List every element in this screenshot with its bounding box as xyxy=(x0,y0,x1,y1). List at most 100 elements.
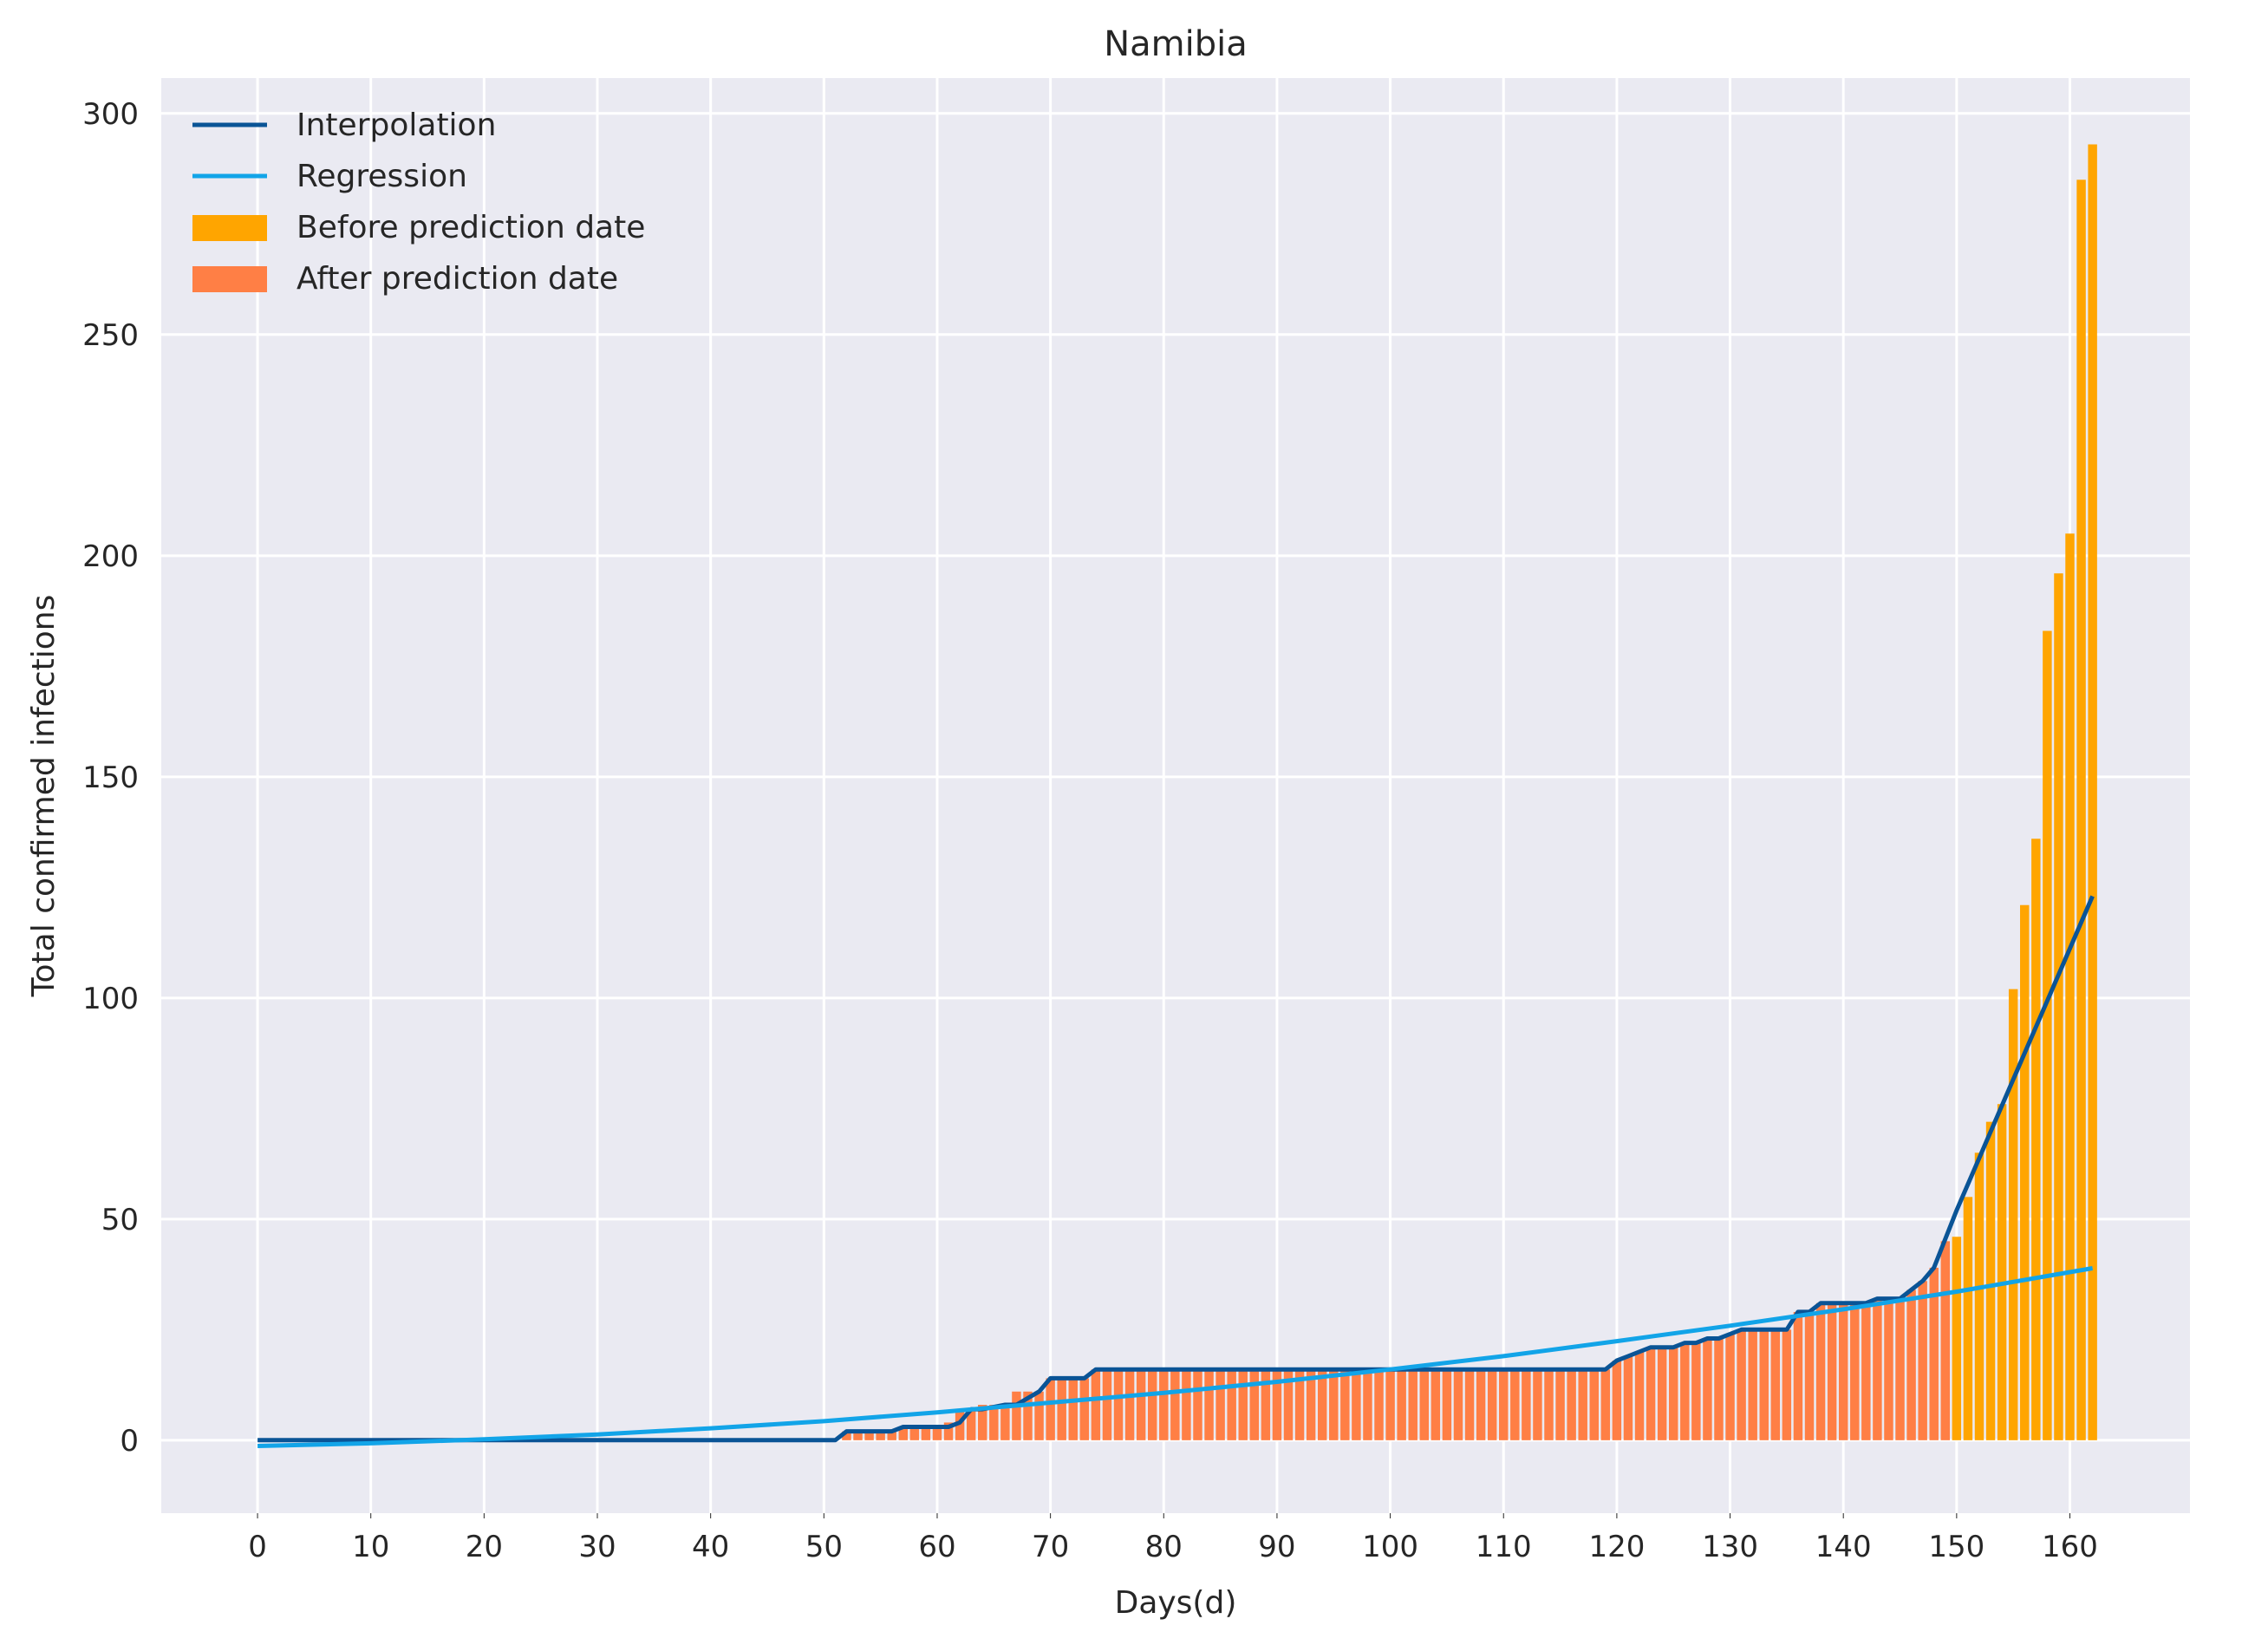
bar-after-prediction-date xyxy=(1057,1378,1066,1440)
bar-after-prediction-date xyxy=(1918,1281,1927,1440)
x-tick-label: 60 xyxy=(918,1530,955,1564)
bar-after-prediction-date xyxy=(1578,1369,1587,1440)
x-tick-label: 90 xyxy=(1258,1530,1295,1564)
x-tick-label: 10 xyxy=(352,1530,389,1564)
chart-title: Namibia xyxy=(1104,24,1248,64)
bar-after-prediction-date xyxy=(864,1431,874,1440)
bar-after-prediction-date xyxy=(898,1426,909,1440)
bar-after-prediction-date xyxy=(1464,1369,1475,1440)
x-tick-label: 30 xyxy=(578,1530,616,1564)
bar-before-prediction-date xyxy=(1974,1152,1984,1440)
x-tick-label: 120 xyxy=(1588,1530,1645,1564)
bar-after-prediction-date xyxy=(1487,1369,1497,1440)
legend-label-regression: Regression xyxy=(297,159,467,194)
bar-after-prediction-date xyxy=(1283,1369,1294,1440)
grid xyxy=(161,78,2190,1513)
bar-before-prediction-date xyxy=(2065,533,2075,1440)
bar-after-prediction-date xyxy=(1782,1329,1792,1440)
bar-before-prediction-date xyxy=(1997,1104,2007,1440)
bar-after-prediction-date xyxy=(943,1422,954,1440)
bar-after-prediction-date xyxy=(1533,1369,1542,1440)
bar-after-prediction-date xyxy=(1227,1369,1236,1440)
line-regression xyxy=(257,1266,2094,1448)
bar-before-prediction-date xyxy=(2054,573,2063,1440)
legend-label-before-prediction-date: Before prediction date xyxy=(297,210,645,245)
bar-after-prediction-date xyxy=(1522,1369,1531,1440)
bar-after-prediction-date xyxy=(1850,1302,1860,1440)
y-tick-label: 150 xyxy=(82,760,139,795)
bar-after-prediction-date xyxy=(1204,1369,1214,1440)
legend-swatch-after-prediction-date xyxy=(192,266,267,292)
bar-after-prediction-date xyxy=(1238,1369,1248,1440)
bar-after-prediction-date xyxy=(1193,1369,1202,1440)
bar-after-prediction-date xyxy=(1895,1298,1905,1440)
bar-after-prediction-date xyxy=(978,1405,987,1440)
x-tick-label: 50 xyxy=(805,1530,843,1564)
bar-after-prediction-date xyxy=(1147,1369,1157,1440)
bar-after-prediction-date xyxy=(1589,1369,1599,1440)
bar-before-prediction-date xyxy=(1985,1121,1996,1440)
bar-after-prediction-date xyxy=(1861,1302,1871,1440)
bar-after-prediction-date xyxy=(853,1431,863,1440)
bar-after-prediction-date xyxy=(1838,1302,1848,1440)
bar-after-prediction-date xyxy=(1940,1241,1951,1440)
y-axis-label: Total confirmed infections xyxy=(26,595,62,998)
bar-after-prediction-date xyxy=(1804,1311,1815,1440)
bar-after-prediction-date xyxy=(1691,1342,1701,1440)
bar-after-prediction-date xyxy=(1306,1369,1316,1440)
legend: Interpolation Regression Before prediction… xyxy=(192,108,645,297)
x-axis-label: Days(d) xyxy=(1115,1585,1237,1621)
bar-after-prediction-date xyxy=(1929,1267,1939,1440)
x-tick-label: 0 xyxy=(248,1530,267,1564)
bar-after-prediction-date xyxy=(1046,1378,1055,1440)
bar-after-prediction-date xyxy=(1317,1369,1327,1440)
bar-before-prediction-date xyxy=(2008,989,2018,1440)
bar-after-prediction-date xyxy=(1725,1334,1735,1440)
bar-after-prediction-date xyxy=(1340,1369,1350,1440)
bar-after-prediction-date xyxy=(1272,1369,1282,1440)
bar-after-prediction-date xyxy=(1714,1338,1724,1440)
bar-after-prediction-date xyxy=(1329,1369,1339,1440)
bar-after-prediction-date xyxy=(887,1431,896,1440)
bar-before-prediction-date xyxy=(2043,630,2052,1440)
bar-after-prediction-date xyxy=(1612,1361,1622,1440)
y-tick-label: 200 xyxy=(82,539,139,574)
y-tick-label: 0 xyxy=(120,1424,139,1459)
bar-after-prediction-date xyxy=(1374,1369,1384,1440)
x-tick-label: 20 xyxy=(466,1530,503,1564)
bar-after-prediction-date xyxy=(1034,1391,1044,1440)
bar-after-prediction-date xyxy=(909,1426,920,1440)
bar-after-prediction-date xyxy=(1555,1369,1565,1440)
bar-after-prediction-date xyxy=(1170,1369,1180,1440)
bar-after-prediction-date xyxy=(921,1426,931,1440)
bar-after-prediction-date xyxy=(1453,1369,1463,1440)
bar-after-prediction-date xyxy=(1703,1338,1712,1440)
bar-after-prediction-date xyxy=(1102,1369,1112,1440)
bar-after-prediction-date xyxy=(1385,1369,1395,1440)
bar-after-prediction-date xyxy=(1023,1391,1033,1440)
legend-swatch-before-prediction-date xyxy=(192,215,267,241)
bar-after-prediction-date xyxy=(1544,1369,1554,1440)
bar-after-prediction-date xyxy=(1634,1351,1645,1440)
bar-after-prediction-date xyxy=(1249,1369,1260,1440)
bar-after-prediction-date xyxy=(1363,1369,1372,1440)
bar-after-prediction-date xyxy=(1759,1329,1769,1440)
bar-after-prediction-date xyxy=(966,1409,976,1440)
x-tick-label: 130 xyxy=(1702,1530,1758,1564)
series-lines xyxy=(257,895,2095,1448)
bar-after-prediction-date xyxy=(1431,1369,1441,1440)
bar-after-prediction-date xyxy=(932,1426,942,1440)
bar-after-prediction-date xyxy=(842,1431,851,1440)
bar-after-prediction-date xyxy=(1136,1369,1146,1440)
bar-after-prediction-date xyxy=(1646,1347,1656,1440)
bar-after-prediction-date xyxy=(1737,1329,1746,1440)
bar-after-prediction-date xyxy=(989,1405,999,1440)
x-tick-label: 80 xyxy=(1145,1530,1183,1564)
bar-after-prediction-date xyxy=(1770,1329,1781,1440)
legend-label-after-prediction-date: After prediction date xyxy=(297,261,618,297)
bar-after-prediction-date xyxy=(1499,1369,1509,1440)
y-tick-label: 250 xyxy=(82,318,139,353)
bar-after-prediction-date xyxy=(1159,1369,1169,1440)
bar-after-prediction-date xyxy=(1012,1391,1021,1440)
